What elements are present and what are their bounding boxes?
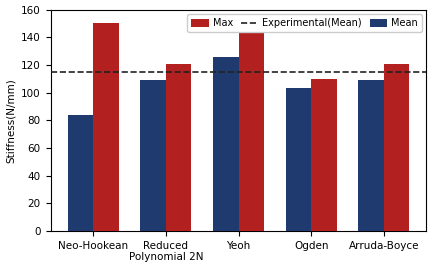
Bar bbox=[384, 64, 410, 231]
Experimental(Mean) bbox=[163, 70, 168, 73]
Y-axis label: Stiffness(N/mm): Stiffness(N/mm) bbox=[6, 78, 16, 163]
Experimental(Mean) bbox=[91, 70, 96, 73]
Bar bbox=[238, 28, 264, 231]
Bar bbox=[286, 88, 311, 231]
Bar bbox=[213, 57, 238, 231]
Bar bbox=[166, 64, 191, 231]
Bar bbox=[68, 115, 93, 231]
Bar bbox=[93, 23, 118, 231]
Bar bbox=[359, 80, 384, 231]
Bar bbox=[311, 79, 337, 231]
Legend: Max, Experimental(Mean), Mean: Max, Experimental(Mean), Mean bbox=[187, 14, 422, 32]
Bar bbox=[140, 80, 166, 231]
